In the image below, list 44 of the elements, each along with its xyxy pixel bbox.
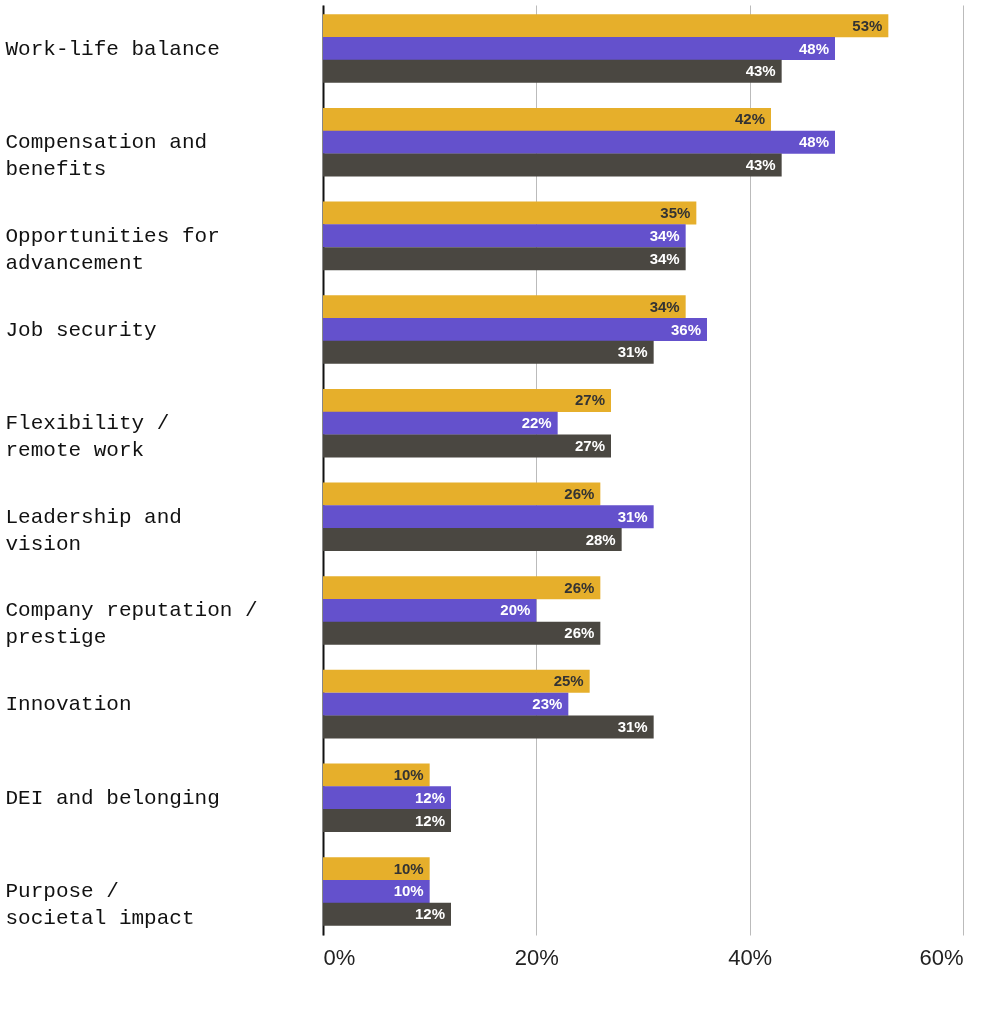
- data-label: 43%: [745, 155, 776, 173]
- data-label: 31%: [617, 717, 648, 735]
- data-label: 36%: [670, 320, 701, 338]
- y-tick-label: Purpose / societal impact: [5, 880, 195, 931]
- data-label: 27%: [574, 391, 605, 409]
- data-label: 12%: [414, 905, 445, 923]
- x-tick-label: 40%: [728, 944, 773, 970]
- data-label: 26%: [564, 485, 595, 503]
- y-tick-label: Work-life balance: [5, 37, 220, 61]
- data-label: 42%: [734, 110, 765, 128]
- data-label: 48%: [798, 39, 829, 57]
- y-tick-label: Job security: [5, 318, 157, 342]
- data-label: 10%: [393, 859, 424, 877]
- data-label: 34%: [649, 297, 680, 315]
- data-label: 53%: [852, 16, 883, 34]
- x-tick-label: 20%: [514, 944, 559, 970]
- data-label: 12%: [414, 811, 445, 829]
- y-tick-label: Leadership and vision: [5, 505, 182, 556]
- y-tick-label: Opportunities for advancement: [5, 224, 220, 275]
- data-label: 31%: [617, 343, 648, 361]
- y-tick-label: DEI and belonging: [5, 786, 220, 810]
- data-label: 43%: [745, 62, 776, 80]
- x-tick-label: 0%: [323, 944, 356, 970]
- data-label: 26%: [564, 578, 595, 596]
- data-label: 10%: [393, 766, 424, 784]
- data-label: 23%: [532, 695, 563, 713]
- data-label: 34%: [649, 226, 680, 244]
- data-label: 27%: [574, 436, 605, 454]
- data-label: 25%: [553, 672, 584, 690]
- data-label: 12%: [414, 788, 445, 806]
- y-tick-label: Flexibility / remote work: [5, 412, 170, 463]
- data-label: 26%: [564, 624, 595, 642]
- data-label: 31%: [617, 507, 648, 525]
- data-label: 48%: [798, 133, 829, 151]
- x-tick-label: 60%: [919, 944, 964, 970]
- y-tick-label: Compensation and benefits: [5, 131, 208, 182]
- data-label: 22%: [521, 414, 552, 432]
- data-label: 35%: [660, 204, 691, 222]
- data-label: 20%: [500, 601, 531, 619]
- y-tick-label: Innovation: [5, 693, 132, 717]
- data-label: 34%: [649, 249, 680, 267]
- data-label: 28%: [585, 530, 616, 548]
- y-tick-label: Company reputation / prestige: [5, 599, 258, 650]
- data-label: 10%: [393, 882, 424, 900]
